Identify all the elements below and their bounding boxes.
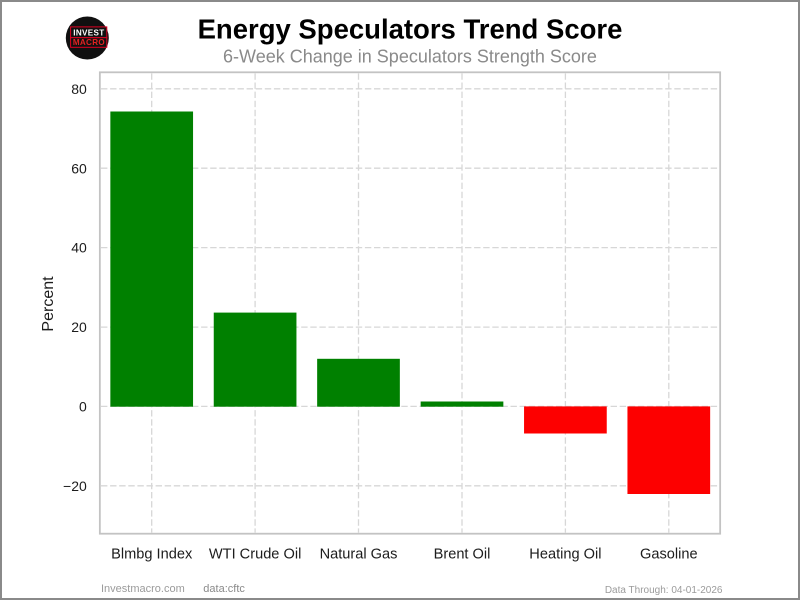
svg-text:Data Through: 04-01-2026: Data Through: 04-01-2026 [605,585,723,596]
svg-text:MACRO: MACRO [73,38,105,47]
svg-text:WTI Crude Oil: WTI Crude Oil [209,546,301,562]
svg-text:Gasoline: Gasoline [640,546,698,562]
svg-text:Energy Speculators Trend Score: Energy Speculators Trend Score [198,14,623,45]
svg-text:Heating Oil: Heating Oil [529,546,601,562]
svg-text:INVEST: INVEST [73,29,104,38]
svg-text:Blmbg Index: Blmbg Index [111,546,193,562]
svg-text:−20: −20 [63,478,87,494]
svg-text:Natural Gas: Natural Gas [320,546,398,562]
svg-text:80: 80 [71,81,87,97]
svg-text:Investmacro.com: Investmacro.com [101,583,185,595]
svg-text:Brent Oil: Brent Oil [434,546,491,562]
svg-text:0: 0 [79,398,87,414]
svg-text:data:cftc: data:cftc [203,583,245,595]
svg-text:40: 40 [71,240,87,256]
svg-text:Percent: Percent [40,276,57,332]
svg-text:6-Week Change in Speculators S: 6-Week Change in Speculators Strength Sc… [223,46,597,66]
svg-text:20: 20 [71,319,87,335]
svg-text:60: 60 [71,160,87,176]
